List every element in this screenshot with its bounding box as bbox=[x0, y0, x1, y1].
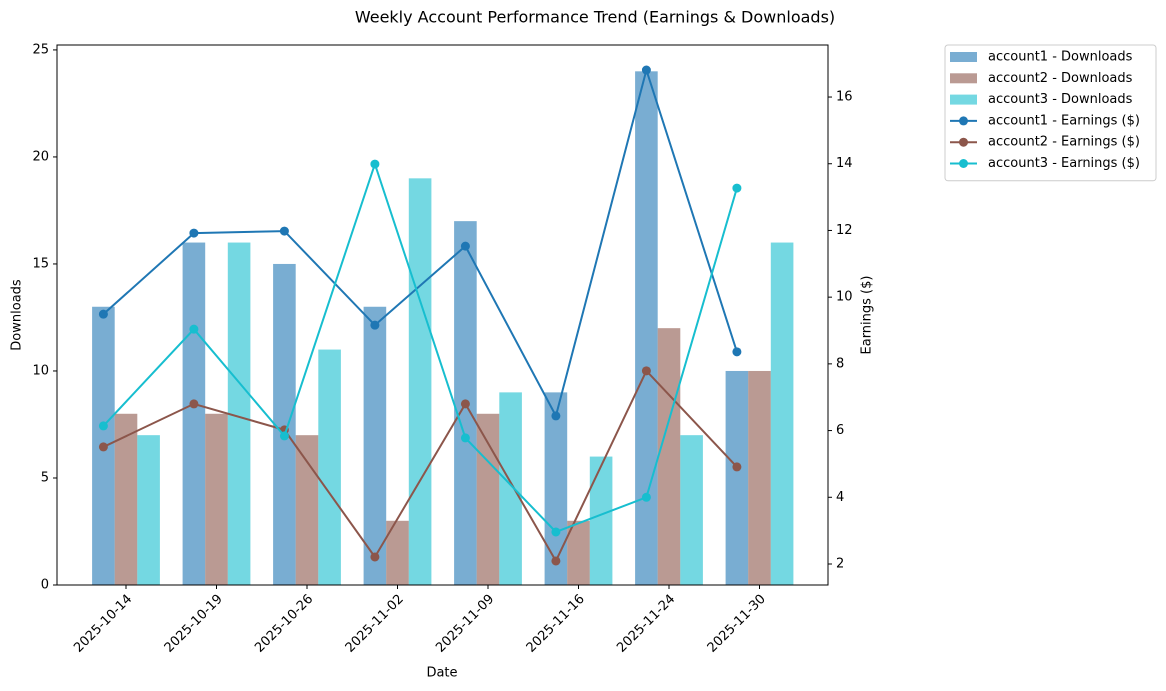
marker bbox=[732, 462, 742, 472]
bar bbox=[725, 370, 749, 585]
x-tick-label: 2025-11-02 bbox=[343, 592, 407, 656]
line bbox=[102, 369, 738, 564]
y-axis-label: Downloads bbox=[10, 279, 25, 351]
bar bbox=[182, 242, 206, 585]
y2-tick-label: 4 bbox=[836, 490, 844, 505]
y-tick-label: 20 bbox=[32, 149, 49, 164]
bar bbox=[635, 71, 658, 585]
y-tick-label: 0 bbox=[41, 578, 49, 593]
marker bbox=[641, 366, 651, 376]
plot-frame bbox=[56, 44, 829, 586]
bar bbox=[318, 349, 341, 585]
bar bbox=[205, 413, 228, 585]
line bbox=[102, 160, 738, 534]
bar bbox=[770, 242, 794, 585]
legend-label: account2 - Earnings ($) bbox=[988, 135, 1140, 150]
x-tick-label: 2025-11-30 bbox=[705, 592, 769, 656]
x-tick-label: 2025-11-24 bbox=[614, 592, 678, 656]
marker bbox=[551, 411, 561, 421]
marker bbox=[189, 228, 199, 238]
marker bbox=[370, 159, 380, 169]
legend-box bbox=[944, 44, 1157, 182]
marker bbox=[641, 65, 651, 75]
bar bbox=[499, 392, 522, 585]
y2-axis-label: Earnings ($) bbox=[860, 276, 875, 355]
x-tick-label: 2025-10-26 bbox=[252, 592, 316, 656]
bar bbox=[273, 263, 296, 585]
legend-label: account3 - Earnings ($) bbox=[988, 156, 1140, 171]
legend-marker bbox=[959, 159, 968, 168]
marker bbox=[98, 421, 108, 431]
bar bbox=[748, 370, 771, 585]
y2-tick-label: 16 bbox=[836, 90, 853, 105]
marker bbox=[460, 433, 470, 443]
marker bbox=[460, 241, 470, 251]
legend-swatch bbox=[950, 94, 977, 105]
x-axis-label: Date bbox=[426, 666, 457, 681]
y2-tick-label: 10 bbox=[836, 290, 853, 305]
bar bbox=[386, 520, 409, 585]
bar bbox=[363, 306, 387, 585]
legend-swatch bbox=[950, 73, 977, 84]
marker bbox=[189, 324, 199, 334]
marker bbox=[370, 320, 380, 330]
marker bbox=[732, 183, 742, 193]
legend-label: account2 - Downloads bbox=[988, 71, 1133, 86]
y-tick-label: 15 bbox=[32, 256, 49, 271]
y-tick-label: 25 bbox=[32, 42, 49, 57]
marker bbox=[641, 492, 651, 502]
y2-tick-label: 2 bbox=[836, 556, 844, 571]
legend-marker bbox=[959, 116, 968, 126]
y2-tick-label: 12 bbox=[836, 223, 853, 238]
bar bbox=[544, 392, 568, 585]
y-tick-label: 10 bbox=[32, 363, 49, 378]
legend-marker bbox=[959, 137, 968, 147]
legend-label: account1 - Downloads bbox=[988, 50, 1133, 65]
y2-tick-label: 8 bbox=[836, 356, 844, 371]
y2-tick-label: 14 bbox=[836, 156, 853, 171]
marker bbox=[732, 347, 742, 357]
line bbox=[102, 66, 738, 419]
legend-label: account1 - Earnings ($) bbox=[988, 113, 1140, 128]
x-tick-label: 2025-10-14 bbox=[71, 592, 135, 656]
bar bbox=[408, 178, 432, 586]
bar bbox=[114, 413, 138, 585]
legend-swatch bbox=[950, 52, 977, 62]
marker bbox=[98, 442, 108, 452]
y2-tick-label: 6 bbox=[836, 423, 844, 438]
bar bbox=[657, 328, 681, 585]
bar bbox=[589, 456, 613, 585]
x-tick-label: 2025-11-09 bbox=[433, 592, 497, 656]
marker bbox=[279, 431, 289, 441]
bar bbox=[295, 435, 319, 585]
bar bbox=[680, 435, 703, 585]
chart-title: Weekly Account Performance Trend (Earnin… bbox=[355, 8, 835, 27]
legend-label: account3 - Downloads bbox=[988, 92, 1133, 107]
bar bbox=[476, 413, 500, 585]
marker bbox=[189, 399, 199, 409]
marker bbox=[370, 552, 380, 562]
marker bbox=[551, 527, 561, 537]
marker bbox=[551, 556, 561, 566]
marker bbox=[98, 309, 108, 319]
bar bbox=[137, 435, 160, 585]
marker bbox=[460, 399, 470, 409]
bar bbox=[227, 242, 251, 585]
marker bbox=[279, 226, 289, 236]
bar bbox=[567, 520, 590, 585]
x-tick-label: 2025-10-19 bbox=[162, 592, 226, 656]
x-tick-label: 2025-11-16 bbox=[524, 592, 588, 656]
y-tick-label: 5 bbox=[41, 470, 49, 485]
